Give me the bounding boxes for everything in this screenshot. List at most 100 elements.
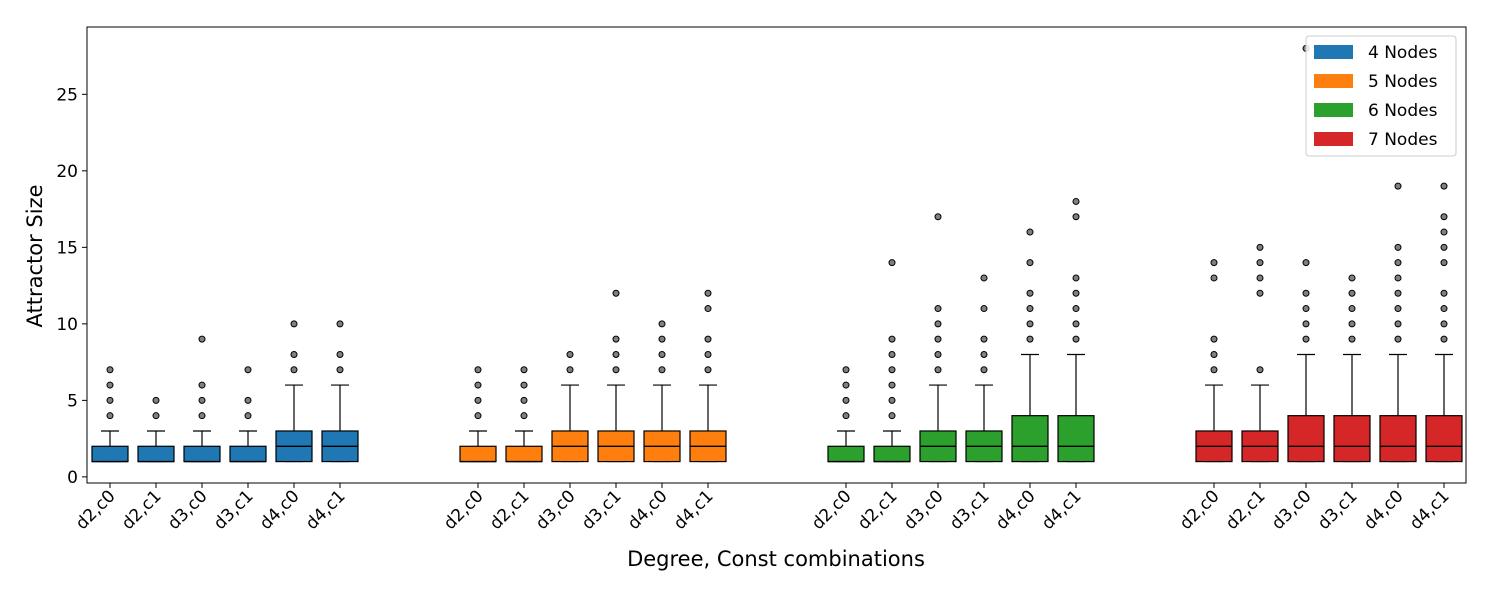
- outlier-point: [980, 305, 988, 313]
- box-body: [459, 445, 497, 463]
- axes-frame: [86, 26, 1467, 484]
- box-1-d4,c0: [275, 320, 313, 463]
- outlier-point: [1210, 259, 1218, 267]
- outlier-point: [244, 396, 252, 404]
- outlier-point: [888, 381, 896, 389]
- outlier-point: [1348, 320, 1356, 328]
- outlier-point: [1440, 213, 1448, 221]
- outlier-point: [198, 381, 206, 389]
- outlier-point: [888, 335, 896, 343]
- outlier-point: [1348, 274, 1356, 282]
- y-tick-label: 5: [67, 391, 78, 411]
- x-tick-label: d3,c0: [900, 486, 948, 534]
- outlier-point: [474, 366, 482, 374]
- outlier-point: [1348, 289, 1356, 297]
- box-body: [1425, 415, 1463, 463]
- box-1-d4,c1: [321, 320, 359, 463]
- outlier-point: [612, 289, 620, 297]
- x-tick-label: d3,c0: [1268, 486, 1316, 534]
- outlier-point: [290, 350, 298, 358]
- outlier-point: [1210, 274, 1218, 282]
- series-group-2: [459, 289, 727, 463]
- outlier-point: [612, 350, 620, 358]
- outlier-point: [1256, 366, 1264, 374]
- x-tick-label: d4,c0: [624, 486, 672, 534]
- outlier-point: [474, 396, 482, 404]
- outlier-point: [336, 320, 344, 328]
- outlier-point: [520, 381, 528, 389]
- outlier-point: [1026, 289, 1034, 297]
- outlier-point: [1256, 243, 1264, 251]
- outlier-point: [1072, 320, 1080, 328]
- outlier-point: [336, 350, 344, 358]
- box-2-d3,c0: [551, 350, 589, 463]
- outlier-point: [1440, 320, 1448, 328]
- box-body: [1333, 415, 1371, 463]
- box-2-d3,c1: [597, 289, 635, 463]
- outlier-point: [1026, 228, 1034, 236]
- outlier-point: [198, 412, 206, 420]
- outlier-point: [1394, 305, 1402, 313]
- legend-label: 6 Nodes: [1368, 101, 1438, 121]
- outlier-point: [1302, 259, 1310, 267]
- x-tick-label: d3,c0: [532, 486, 580, 534]
- x-tick-label: d2,c1: [118, 486, 166, 534]
- legend-swatch: [1314, 74, 1353, 88]
- outlier-point: [704, 366, 712, 374]
- outlier-point: [704, 305, 712, 313]
- box-3-d4,c1: [1057, 197, 1095, 463]
- outlier-point: [106, 412, 114, 420]
- outlier-point: [152, 412, 160, 420]
- outlier-point: [566, 350, 574, 358]
- outlier-point: [1256, 259, 1264, 267]
- outlier-point: [1072, 305, 1080, 313]
- outlier-point: [1072, 289, 1080, 297]
- box-2-d4,c0: [643, 320, 681, 463]
- series-group-4: [1195, 44, 1463, 463]
- outlier-point: [888, 366, 896, 374]
- legend: 4 Nodes 5 Nodes 6 Nodes 7 Nodes: [1305, 35, 1457, 157]
- legend-swatch: [1314, 103, 1353, 117]
- outlier-point: [106, 381, 114, 389]
- outlier-point: [704, 350, 712, 358]
- legend-frame: [1305, 35, 1457, 157]
- outlier-point: [290, 366, 298, 374]
- outlier-point: [934, 335, 942, 343]
- outlier-point: [980, 274, 988, 282]
- y-tick-label: 25: [56, 85, 78, 105]
- outlier-point: [152, 396, 160, 404]
- box-body: [873, 445, 911, 463]
- outlier-point: [1440, 182, 1448, 190]
- outlier-point: [1072, 213, 1080, 221]
- outlier-point: [1072, 274, 1080, 282]
- outlier-point: [1348, 335, 1356, 343]
- y-tick-label: 10: [56, 315, 78, 335]
- box-3-d2,c1: [873, 259, 911, 463]
- box-4-d2,c1: [1241, 243, 1279, 463]
- outlier-point: [1072, 197, 1080, 205]
- outlier-point: [888, 396, 896, 404]
- box-1-d3,c1: [229, 366, 267, 463]
- x-tick-label: d2,c1: [1222, 486, 1270, 534]
- x-tick-label: d3,c1: [1314, 486, 1362, 534]
- outlier-point: [934, 366, 942, 374]
- outlier-point: [888, 350, 896, 358]
- box-3-d2,c0: [827, 366, 865, 463]
- y-axis-label: Attractor Size: [23, 184, 47, 327]
- x-tick-label: d3,c1: [946, 486, 994, 534]
- box-2-d2,c1: [505, 366, 543, 463]
- box-4-d2,c0: [1195, 259, 1233, 463]
- box-body: [91, 445, 129, 463]
- outlier-point: [1394, 320, 1402, 328]
- outlier-point: [658, 350, 666, 358]
- x-tick-label: d2,c0: [808, 486, 856, 534]
- box-1-d2,c1: [137, 396, 175, 463]
- outlier-point: [474, 381, 482, 389]
- box-4-d3,c1: [1333, 274, 1371, 463]
- legend-swatch: [1314, 132, 1353, 146]
- outlier-point: [520, 396, 528, 404]
- outlier-point: [198, 396, 206, 404]
- outlier-point: [1026, 305, 1034, 313]
- outlier-point: [934, 213, 942, 221]
